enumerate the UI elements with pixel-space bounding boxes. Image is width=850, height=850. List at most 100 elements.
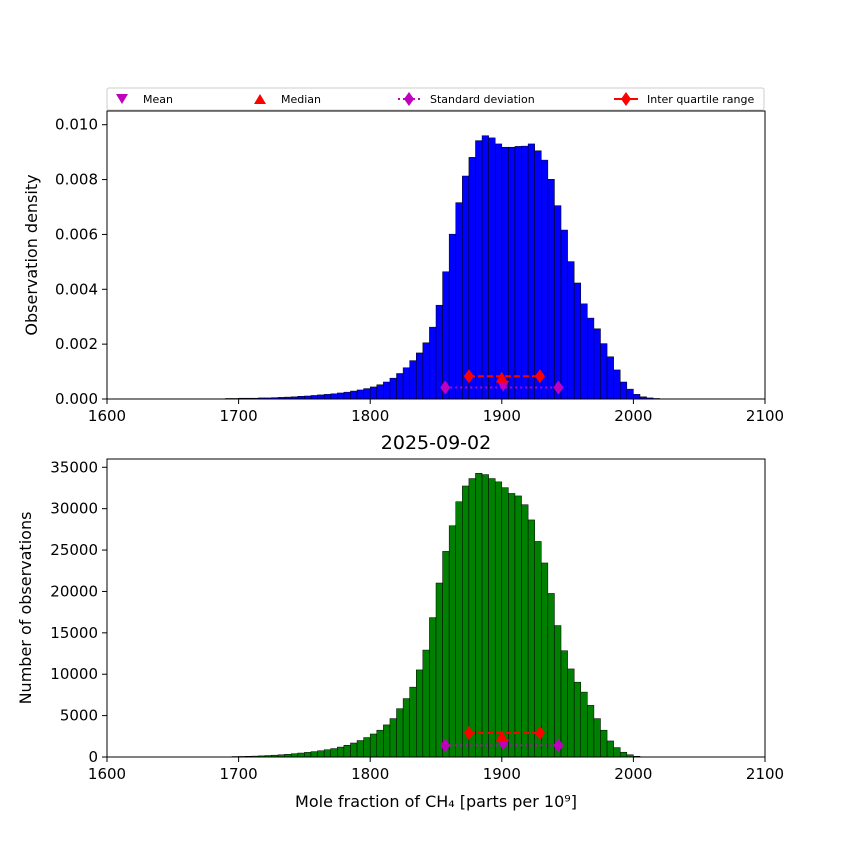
top-bar <box>462 175 470 400</box>
bottom-ytick-label: 10000 <box>50 665 98 683</box>
top-ytick-label: 0.000 <box>55 390 98 408</box>
top-ytick-label: 0.010 <box>55 116 98 134</box>
bottom-bar <box>573 681 582 758</box>
legend-frame <box>106 87 765 111</box>
top-ylabel: Observation density <box>22 174 41 335</box>
top-y-ticks: 0.000 0.002 0.004 0.006 0.008 0.010 <box>55 116 107 408</box>
bottom-bar <box>304 752 312 758</box>
top-bar <box>409 360 417 400</box>
bottom-bar <box>317 750 325 758</box>
top-plot-frame <box>106 110 766 400</box>
top-bar <box>389 377 397 400</box>
bottom-xlabel: Mole fraction of CH₄ [parts per 10⁹] <box>295 792 577 811</box>
top-xtick-label: 1800 <box>351 407 389 425</box>
legend-entry-median: Median <box>254 93 321 106</box>
top-bar <box>429 326 437 400</box>
bottom-bar <box>350 742 358 758</box>
top-bar <box>402 367 410 400</box>
bottom-xtick-label: 2000 <box>614 765 652 783</box>
legend-std-marker <box>404 92 414 106</box>
top-bar <box>416 352 424 400</box>
bottom-bar <box>613 747 621 758</box>
bottom-ytick-label: 30000 <box>50 500 98 518</box>
top-bar <box>343 391 351 400</box>
bottom-bar <box>310 751 318 758</box>
top-bar <box>323 394 331 400</box>
top-bar <box>350 390 358 400</box>
bottom-bar <box>494 481 503 758</box>
top-x-ticks: 1600 1700 1800 1900 2000 2100 <box>88 399 784 425</box>
top-bar <box>633 394 641 400</box>
top-xtick-label: 2000 <box>614 407 652 425</box>
top-bar <box>383 381 391 400</box>
bottom-mean-marker <box>497 739 510 751</box>
bottom-bar <box>448 525 456 758</box>
top-bar <box>527 143 535 400</box>
top-mean-marker <box>497 380 510 392</box>
top-bar <box>442 271 450 400</box>
bottom-bar <box>356 740 364 758</box>
top-ytick-label: 0.002 <box>55 335 98 353</box>
top-std-marker <box>553 380 564 395</box>
top-bar <box>573 282 582 400</box>
top-bar <box>363 388 371 400</box>
top-std-marker <box>440 380 451 395</box>
bottom-bar <box>475 472 483 758</box>
top-bar <box>541 159 549 400</box>
top-bar <box>376 384 384 400</box>
top-bar <box>619 381 628 400</box>
top-bar <box>481 135 489 400</box>
top-bar <box>606 356 614 400</box>
top-bar <box>514 146 522 400</box>
bottom-bar <box>488 478 496 758</box>
bottom-bar <box>442 551 450 758</box>
top-bar <box>521 145 529 400</box>
bottom-iqr-marker <box>463 725 474 740</box>
bottom-bar <box>462 485 470 758</box>
bottom-bar <box>606 740 614 758</box>
top-bar <box>369 386 378 400</box>
bottom-bar <box>587 705 595 758</box>
bottom-ylabel: Number of observations <box>16 512 35 705</box>
bottom-ytick-label: 5000 <box>60 707 98 725</box>
bottom-bar <box>435 582 443 758</box>
top-iqr-marker <box>534 369 545 384</box>
top-xtick-label: 1900 <box>483 407 521 425</box>
bottom-y-ticks: 0 5000 10000 15000 20000 25000 30000 35000 <box>50 458 107 766</box>
top-bar <box>534 150 542 400</box>
bottom-bar <box>363 737 371 758</box>
legend-entry-iqr: Inter quartile range <box>614 92 754 106</box>
legend-iqr-label: Inter quartile range <box>647 93 754 106</box>
bottom-median-marker <box>495 730 508 742</box>
bottom-bar <box>567 668 575 758</box>
bottom-bar <box>554 625 562 758</box>
top-median-marker <box>495 371 508 383</box>
bottom-std-marker <box>553 738 564 753</box>
bottom-bar <box>521 504 529 758</box>
bottom-ytick-label: 20000 <box>50 582 98 600</box>
top-bar <box>600 343 608 400</box>
top-bar <box>455 202 463 400</box>
top-bar <box>422 342 430 400</box>
bottom-bar <box>389 718 397 758</box>
bottom-ytick-label: 15000 <box>50 624 98 642</box>
bottom-std-marker <box>440 738 451 753</box>
bottom-bar <box>369 733 378 758</box>
bottom-bar <box>468 478 476 758</box>
top-bar <box>337 392 345 400</box>
top-histogram-panel: Observation density 1600 1700 1800 1900 2000… <box>22 110 784 425</box>
bottom-bar <box>541 562 549 758</box>
bottom-xtick-label: 2100 <box>746 765 784 783</box>
top-bar <box>475 140 483 400</box>
top-bar <box>567 261 575 400</box>
top-bar <box>613 369 621 400</box>
bottom-bar <box>422 649 430 758</box>
top-bar <box>330 393 338 400</box>
top-bar <box>488 137 496 400</box>
bottom-bar <box>376 729 384 758</box>
bottom-stat-markers <box>440 725 564 753</box>
bottom-bar <box>508 493 516 758</box>
bottom-bar <box>547 593 555 758</box>
top-bar <box>494 143 503 400</box>
top-bar <box>317 394 325 400</box>
